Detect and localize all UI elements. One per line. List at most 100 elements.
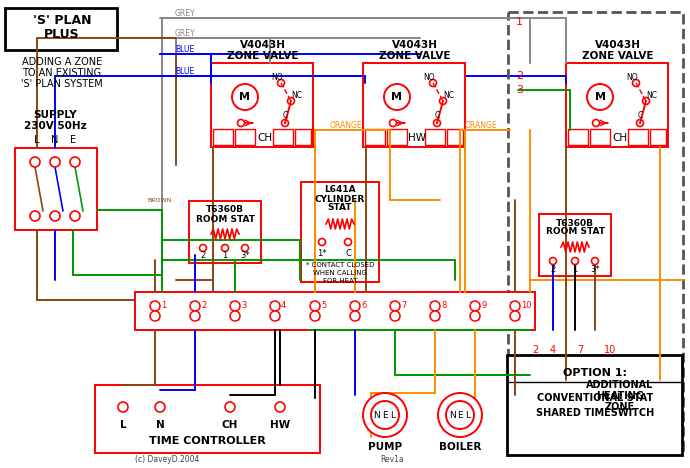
Circle shape — [319, 239, 326, 246]
Text: 9: 9 — [481, 301, 486, 310]
Circle shape — [221, 244, 228, 251]
Circle shape — [150, 311, 160, 321]
Text: 2: 2 — [200, 251, 206, 261]
Text: 'S' PLAN SYSTEM: 'S' PLAN SYSTEM — [21, 79, 103, 89]
Text: 10: 10 — [521, 301, 531, 310]
Bar — [447, 129, 463, 145]
Text: TIME CONTROLLER: TIME CONTROLLER — [149, 436, 266, 446]
Text: STAT: STAT — [328, 204, 353, 212]
Circle shape — [190, 311, 200, 321]
Circle shape — [470, 301, 480, 311]
Text: 7: 7 — [401, 301, 406, 310]
Bar — [508, 12, 683, 452]
Circle shape — [549, 257, 557, 264]
Text: BOILER: BOILER — [439, 442, 481, 452]
Text: NO: NO — [423, 73, 435, 81]
Text: L641A: L641A — [324, 185, 356, 195]
Text: E: E — [70, 135, 76, 145]
Text: N: N — [373, 410, 380, 419]
Text: 8: 8 — [441, 301, 446, 310]
Bar — [15, 148, 97, 230]
Bar — [650, 129, 666, 145]
Circle shape — [430, 311, 440, 321]
Circle shape — [384, 84, 410, 110]
Circle shape — [390, 301, 400, 311]
Circle shape — [118, 402, 128, 412]
Text: M: M — [595, 92, 606, 102]
Circle shape — [433, 119, 440, 126]
Text: L: L — [119, 420, 126, 430]
Text: NO: NO — [626, 73, 638, 81]
Circle shape — [199, 244, 206, 251]
Text: M: M — [239, 92, 250, 102]
Text: 6: 6 — [361, 301, 366, 310]
Text: 4: 4 — [550, 345, 556, 355]
Text: C: C — [638, 110, 642, 119]
Circle shape — [587, 84, 613, 110]
Text: 'S' PLAN: 'S' PLAN — [32, 14, 91, 27]
Text: BROWN: BROWN — [148, 197, 172, 203]
Bar — [425, 129, 445, 145]
Circle shape — [350, 311, 360, 321]
Text: V4043H: V4043H — [392, 40, 438, 50]
Text: V4043H: V4043H — [595, 40, 641, 50]
Circle shape — [446, 401, 474, 429]
Bar — [95, 385, 320, 453]
Text: C: C — [345, 249, 351, 258]
Circle shape — [510, 301, 520, 311]
Text: 1*: 1* — [317, 249, 327, 258]
Bar — [507, 355, 682, 455]
Circle shape — [363, 393, 407, 437]
Text: ORANGE: ORANGE — [465, 120, 497, 130]
Text: ROOM STAT: ROOM STAT — [195, 214, 255, 224]
Text: BLUE: BLUE — [175, 67, 195, 76]
Text: C: C — [282, 110, 288, 119]
Bar — [387, 129, 407, 145]
Text: L: L — [466, 410, 471, 419]
Text: NC: NC — [291, 90, 302, 100]
Bar — [568, 129, 588, 145]
Text: 2: 2 — [516, 71, 523, 81]
Text: ADDITIONAL: ADDITIONAL — [586, 380, 653, 390]
Text: N: N — [51, 135, 59, 145]
Circle shape — [30, 211, 40, 221]
Text: 10: 10 — [604, 345, 616, 355]
Bar — [211, 63, 313, 147]
Text: 2: 2 — [551, 264, 555, 273]
Circle shape — [633, 80, 640, 87]
Text: HW: HW — [408, 133, 426, 143]
Text: E: E — [382, 410, 388, 419]
Text: ORANGE: ORANGE — [330, 120, 363, 130]
Circle shape — [430, 301, 440, 311]
Circle shape — [277, 80, 284, 87]
Circle shape — [310, 301, 320, 311]
Bar — [213, 129, 233, 145]
Text: CH: CH — [257, 133, 273, 143]
Text: ZONE VALVE: ZONE VALVE — [227, 51, 299, 61]
Circle shape — [70, 211, 80, 221]
Text: 5: 5 — [321, 301, 326, 310]
Text: N: N — [156, 420, 164, 430]
Text: L: L — [391, 410, 395, 419]
Circle shape — [237, 119, 244, 126]
Text: CONVENTIONAL STAT: CONVENTIONAL STAT — [537, 393, 653, 403]
Circle shape — [270, 301, 280, 311]
Text: NC: NC — [646, 90, 657, 100]
Text: CH: CH — [613, 133, 628, 143]
Text: PUMP: PUMP — [368, 442, 402, 452]
Circle shape — [310, 311, 320, 321]
Text: SUPPLY: SUPPLY — [33, 110, 77, 120]
Text: HEATING: HEATING — [596, 391, 644, 401]
Circle shape — [350, 301, 360, 311]
Text: SHARED TIMESWITCH: SHARED TIMESWITCH — [536, 408, 654, 418]
Circle shape — [230, 311, 240, 321]
Circle shape — [50, 211, 60, 221]
Text: 2: 2 — [201, 301, 206, 310]
Text: 1: 1 — [516, 17, 523, 27]
Text: 3: 3 — [241, 301, 246, 310]
Circle shape — [190, 301, 200, 311]
Text: WHEN CALLING: WHEN CALLING — [313, 270, 367, 276]
Text: V4043H: V4043H — [240, 40, 286, 50]
Text: TO AN EXISTING: TO AN EXISTING — [23, 68, 101, 78]
Bar — [365, 129, 385, 145]
